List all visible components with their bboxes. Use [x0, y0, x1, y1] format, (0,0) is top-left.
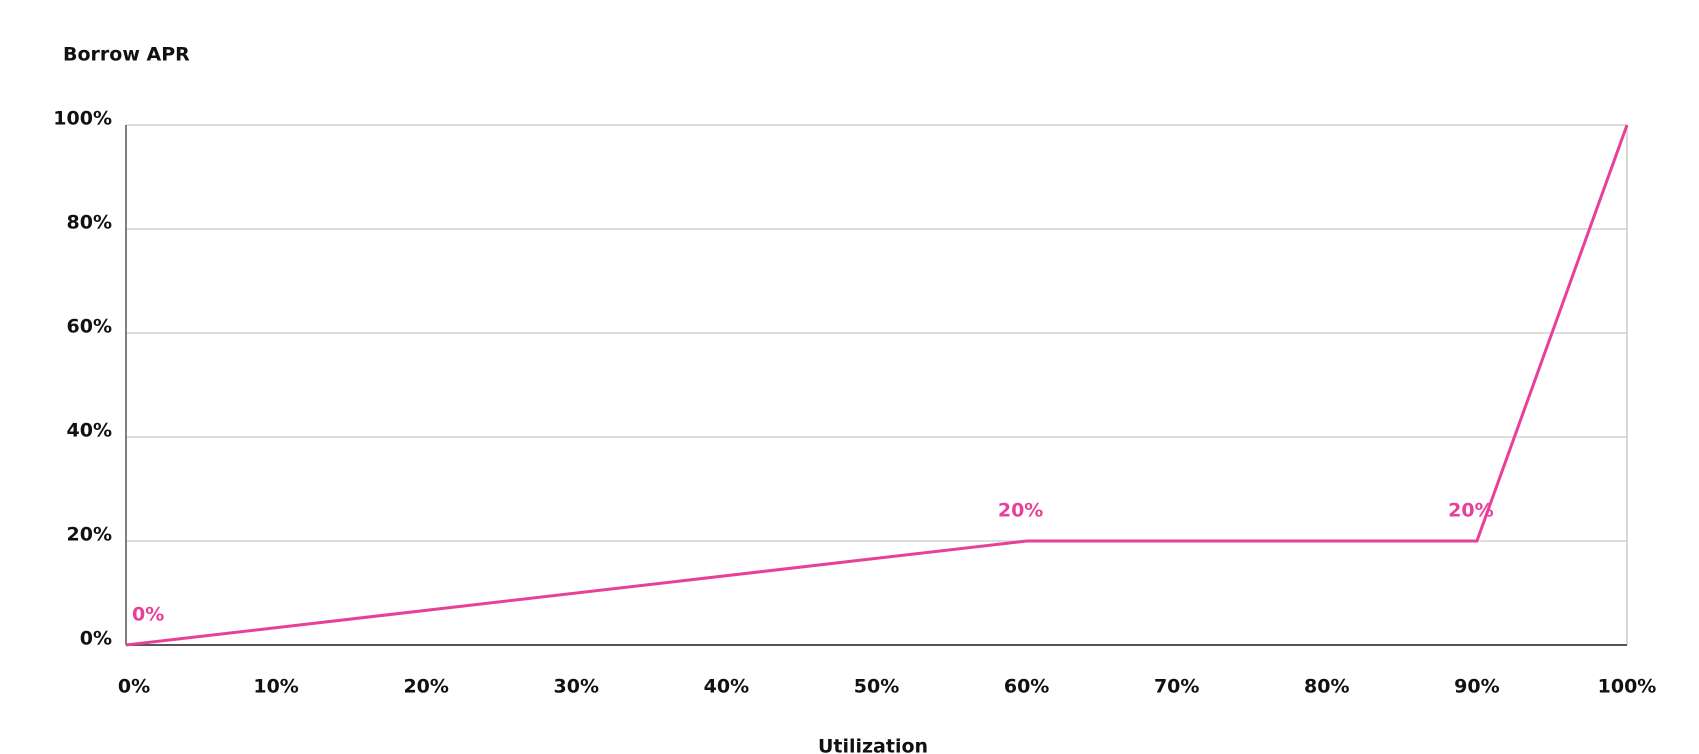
x-tick-label: 0% [118, 676, 150, 698]
x-axis-label: Utilization [818, 736, 928, 754]
data-label: 20% [1448, 500, 1493, 522]
x-tick-label: 30% [554, 676, 599, 698]
x-tick-label: 20% [403, 676, 448, 698]
data-label: 20% [998, 500, 1043, 522]
y-tick-label: 100% [53, 108, 112, 130]
x-tick-label: 10% [253, 676, 298, 698]
x-tick-label: 90% [1454, 676, 1499, 698]
x-tick-label: 70% [1154, 676, 1199, 698]
y-tick-label: 80% [67, 212, 112, 234]
data-label: 0% [132, 604, 164, 626]
x-tick-label: 100% [1598, 676, 1657, 698]
y-tick-label: 60% [67, 316, 112, 338]
chart-title: Borrow APR [63, 44, 190, 66]
y-tick-label: 40% [67, 420, 112, 442]
y-tick-label: 20% [67, 524, 112, 546]
line [125, 124, 1629, 647]
x-tick-label: 80% [1304, 676, 1349, 698]
x-tick-label: 40% [704, 676, 749, 698]
y-tick-label: 0% [80, 628, 112, 650]
x-tick-label: 60% [1004, 676, 1049, 698]
x-tick-label: 50% [854, 676, 899, 698]
